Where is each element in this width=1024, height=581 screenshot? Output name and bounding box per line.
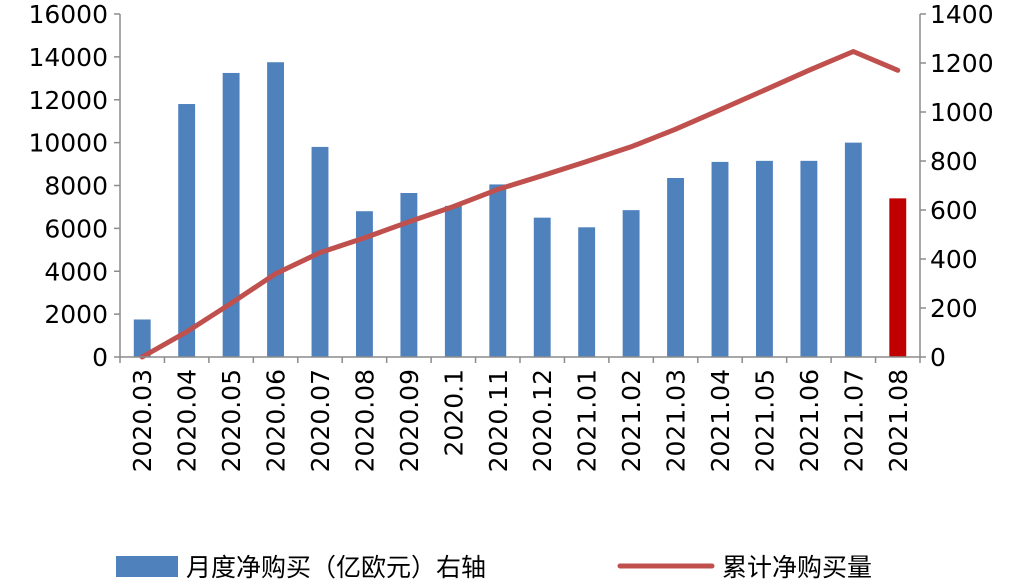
left-tick-label: 14000 <box>28 43 108 72</box>
left-tick-label: 8000 <box>44 172 108 201</box>
right-axis-ticks: 0 200 400 600 800 1000 1200 1400 <box>920 0 994 372</box>
x-tick-label: 2021.06 <box>795 369 824 472</box>
x-tick-label: 2020.09 <box>395 369 424 472</box>
right-tick-label: 1000 <box>930 98 994 127</box>
left-tick-label: 6000 <box>44 214 108 243</box>
bar-2020.05 <box>222 72 240 357</box>
x-tick-label: 2020.07 <box>306 369 335 472</box>
bar-2021.01 <box>578 227 596 357</box>
bar-2021.03 <box>667 177 684 357</box>
legend: 月度净购买（亿欧元）右轴 累计净购买量 <box>116 553 872 581</box>
left-tick-label: 10000 <box>28 129 108 158</box>
x-tick-label: 2020.05 <box>217 369 246 472</box>
bar-2021.02 <box>622 210 640 357</box>
line-cumulative <box>139 49 901 360</box>
x-tick-label: 2021.03 <box>662 369 691 472</box>
right-tick-label: 1400 <box>930 0 994 29</box>
x-tick-label: 2020.12 <box>528 369 557 472</box>
x-tick-label: 2020.06 <box>262 369 291 472</box>
x-tick-label: 2020.1 <box>439 369 468 456</box>
bar-series <box>133 62 907 357</box>
left-tick-label: 2000 <box>44 300 108 329</box>
bar-2020.09 <box>400 193 418 357</box>
x-tick-label: 2020.03 <box>128 369 157 472</box>
right-tick-label: 800 <box>930 147 978 176</box>
bar-2020.06 <box>267 62 284 357</box>
legend-swatch-bar <box>116 556 178 577</box>
bar-2021.06 <box>800 160 818 357</box>
left-axis-ticks: 0 2000 4000 6000 8000 10000 12000 14000 16000 <box>28 0 120 372</box>
bar-2020.08 <box>356 211 373 357</box>
legend-label-bar: 月度净购买（亿欧元）右轴 <box>186 553 486 581</box>
x-tick-label: 2020.11 <box>484 369 513 472</box>
x-tick-label: 2021.07 <box>839 369 868 472</box>
right-tick-label: 1200 <box>930 49 994 78</box>
bar-2020.11 <box>489 184 507 357</box>
bar-2020.1 <box>444 205 462 357</box>
left-tick-label: 16000 <box>28 0 108 29</box>
left-tick-label: 0 <box>92 343 108 372</box>
line-series <box>139 49 901 360</box>
right-tick-label: 200 <box>930 294 978 323</box>
bar-2020.12 <box>533 217 551 357</box>
left-tick-label: 12000 <box>28 86 108 115</box>
x-tick-label: 2021.08 <box>884 369 913 472</box>
bar-2021.07 <box>844 142 862 357</box>
bar-2021.08 <box>889 198 907 357</box>
legend-label-line: 累计净购买量 <box>722 553 872 581</box>
bar-2021.04 <box>711 161 729 357</box>
x-tick-label: 2020.08 <box>350 369 379 472</box>
x-tick-label: 2021.01 <box>573 369 602 472</box>
x-tick-label: 2020.04 <box>173 369 202 472</box>
x-tick-label: 2021.02 <box>617 369 646 472</box>
x-tick-label: 2021.05 <box>750 369 779 472</box>
bar-2021.05 <box>756 160 773 357</box>
bar-2020.03 <box>133 319 151 357</box>
x-tick-label: 2021.04 <box>706 369 735 472</box>
bar-2020.04 <box>178 104 196 357</box>
right-tick-label: 600 <box>930 196 978 225</box>
x-axis-labels: 2020.03 2020.04 2020.05 2020.06 2020.07 2020.… <box>128 369 913 472</box>
right-tick-label: 0 <box>930 343 946 372</box>
axes <box>119 14 921 363</box>
left-tick-label: 4000 <box>44 257 108 286</box>
right-tick-label: 400 <box>930 245 978 274</box>
